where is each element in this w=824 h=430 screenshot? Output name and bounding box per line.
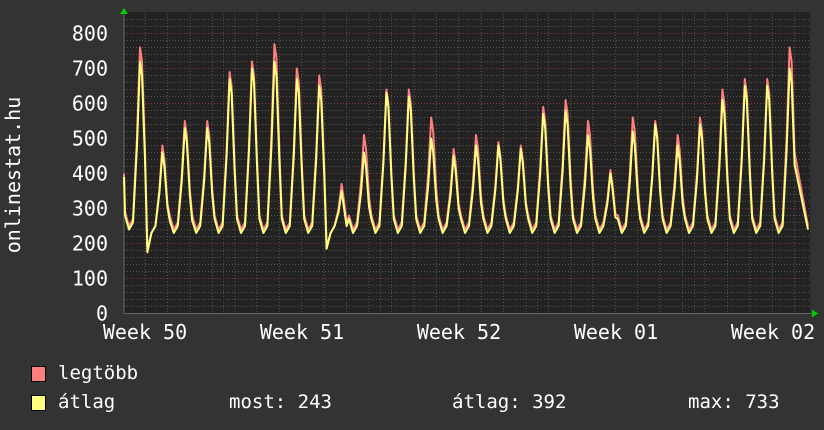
x-axis-arrow — [812, 309, 818, 318]
x-tick-label: Week 52 — [417, 320, 501, 344]
legend-avg-swatch — [31, 395, 46, 411]
y-axis-label: onlinestat.hu — [1, 97, 25, 254]
y-tick-label: 500 — [72, 127, 108, 151]
legend-max-label: legtöbb — [58, 362, 139, 384]
x-tick-label: Week 02 — [731, 320, 815, 344]
y-tick-label: 700 — [72, 57, 108, 81]
chart: 0 100 200 300 400 500 600 700 800 Week 50 Week 51 W… — [1, 8, 818, 344]
stat-max: max: 733 — [688, 391, 780, 413]
y-tick-label: 100 — [72, 267, 108, 291]
stat-current: most: 243 — [229, 391, 332, 413]
x-tick-label: Week 51 — [260, 320, 344, 344]
x-tick-label: Week 01 — [574, 320, 658, 344]
x-tick-label: Week 50 — [103, 320, 187, 344]
y-tick-label: 800 — [72, 22, 108, 46]
y-tick-label: 400 — [72, 162, 108, 186]
stat-average: átlag: 392 — [452, 391, 567, 413]
plot-area — [124, 12, 810, 314]
y-tick-label: 300 — [72, 197, 108, 221]
legend-avg-label: átlag — [58, 391, 116, 413]
y-tick-label: 0 — [96, 302, 108, 326]
y-tick-label: 600 — [72, 92, 108, 116]
series-line-avg — [123, 60, 809, 254]
legend-max-swatch — [31, 366, 46, 382]
y-axis-arrow — [120, 8, 128, 14]
y-tick-label: 200 — [72, 232, 108, 256]
